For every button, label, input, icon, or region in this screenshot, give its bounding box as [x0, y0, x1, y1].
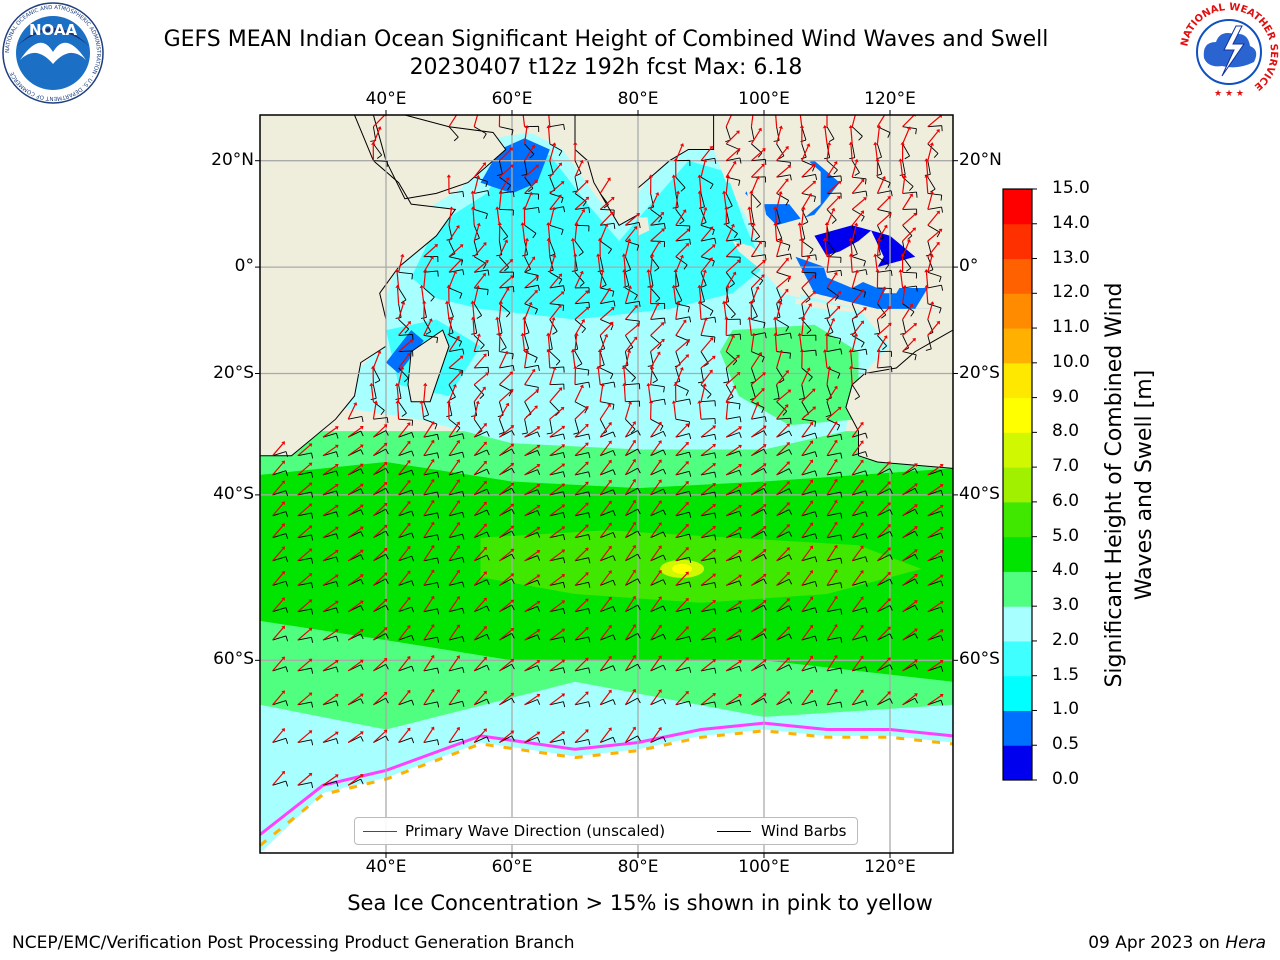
colorbar-tick-label: 1.5 — [1052, 664, 1080, 685]
wave-direction-arrows — [272, 115, 944, 786]
sea-ice-caption: Sea Ice Concentration > 15% is shown in … — [347, 891, 933, 915]
axis-ticks — [255, 110, 958, 858]
colorbar-segment — [1003, 328, 1032, 364]
lon-tick-bottom: 80°E — [617, 857, 659, 877]
colorbar-segment — [1003, 536, 1032, 572]
lon-tick-bottom: 120°E — [864, 857, 916, 877]
wind-barbs — [272, 123, 944, 789]
colorbar-segment — [1003, 745, 1032, 781]
lon-tick-top: 120°E — [864, 89, 916, 109]
lon-tick-bottom: 60°E — [491, 857, 533, 877]
footer-host: Hera — [1225, 933, 1266, 953]
nws-logo: NATIONAL WEATHER SERVICE ★ ★ ★ — [1179, 2, 1279, 100]
footer-left: NCEP/EMC/Verification Post Processing Pr… — [12, 933, 575, 953]
lon-tick-top: 60°E — [491, 89, 533, 109]
wave-legend-label: Primary Wave Direction (unscaled) — [405, 822, 666, 840]
colorbar-tick-label: 12.0 — [1052, 282, 1090, 303]
lat-tick-left: 20°N — [211, 149, 254, 170]
lon-tick-bottom: 40°E — [365, 857, 407, 877]
lat-tick-left: 60°S — [213, 649, 254, 670]
lat-tick-right: 20°N — [959, 149, 1002, 170]
colorbar-tick-label: 1.0 — [1052, 699, 1080, 720]
colorbar-segment — [1003, 640, 1032, 677]
colorbar — [1002, 188, 1037, 781]
colorbar-segment — [1003, 675, 1032, 711]
lon-tick-top: 100°E — [738, 89, 790, 109]
colorbar-tick-label: 0.5 — [1052, 734, 1080, 755]
lat-tick-right: 0° — [959, 256, 979, 277]
colorbar-segment — [1003, 362, 1032, 399]
lat-tick-right: 40°S — [959, 483, 1000, 504]
colorbar-segment — [1003, 501, 1032, 538]
barb-legend-line — [717, 831, 751, 832]
chart-title: GEFS MEAN Indian Ocean Significant Heigh… — [163, 27, 1049, 52]
colorbar-tick-label: 0.0 — [1052, 769, 1080, 789]
chart-subtitle: 20230407 t12z 192h fcst Max: 6.18 — [409, 55, 803, 80]
colorbar-segment — [1003, 397, 1032, 433]
land-africa — [260, 115, 456, 456]
colorbar-tick-label: 10.0 — [1052, 351, 1090, 372]
colorbar-tick-label: 2.0 — [1052, 629, 1080, 650]
colorbar-segment — [1003, 258, 1032, 294]
svg-text:★ ★ ★: ★ ★ ★ — [1214, 89, 1244, 99]
colorbar-segment — [1003, 467, 1032, 503]
lat-tick-right: 20°S — [959, 362, 1000, 383]
lat-tick-left: 0° — [234, 256, 254, 277]
map-frame — [259, 114, 954, 854]
colorbar-segment — [1003, 606, 1032, 642]
footer-right: 09 Apr 2023 on Hera — [1088, 933, 1266, 953]
colorbar-segment — [1003, 571, 1032, 607]
colorbar-segment — [1003, 223, 1032, 260]
colorbar-tick-label: 14.0 — [1052, 212, 1090, 233]
colorbar-tick-label: 15.0 — [1052, 178, 1090, 198]
lat-tick-left: 40°S — [213, 483, 254, 504]
colorbar-segment — [1003, 293, 1032, 329]
colorbar-tick-label: 9.0 — [1052, 386, 1080, 407]
colorbar-segment — [1003, 189, 1032, 225]
colorbar-tick-label: 8.0 — [1052, 421, 1080, 442]
colorbar-tick-label: 11.0 — [1052, 317, 1090, 338]
land-india — [575, 115, 714, 226]
wave-legend-line — [363, 831, 397, 832]
barb-legend-label: Wind Barbs — [761, 822, 847, 840]
colorbar-tick-label: 6.0 — [1052, 490, 1080, 511]
colorbar-label: Significant Height of Combined Wind Wave… — [1102, 282, 1157, 688]
lon-tick-top: 40°E — [365, 89, 407, 109]
colorbar-tick-label: 5.0 — [1052, 525, 1080, 546]
map-legend: Primary Wave Direction (unscaled) Wind B… — [354, 817, 858, 845]
colorbar-segment — [1003, 710, 1032, 746]
colorbar-tick-label: 7.0 — [1052, 456, 1080, 477]
lat-tick-right: 60°S — [959, 649, 1000, 670]
land-madagascar — [408, 330, 449, 402]
noaa-logo-text: NOAA — [29, 21, 78, 39]
colorbar-tick-label: 4.0 — [1052, 560, 1080, 581]
noaa-logo: NATIONAL OCEANIC AND ATMOSPHERIC ADMINIS… — [2, 2, 104, 104]
lat-tick-left: 20°S — [213, 362, 254, 383]
lon-tick-bottom: 100°E — [738, 857, 790, 877]
colorbar-segment — [1003, 432, 1032, 468]
land-australia — [845, 330, 953, 469]
colorbar-tick-label: 3.0 — [1052, 595, 1080, 616]
lon-tick-top: 80°E — [617, 89, 659, 109]
colorbar-tick-label: 13.0 — [1052, 247, 1090, 268]
